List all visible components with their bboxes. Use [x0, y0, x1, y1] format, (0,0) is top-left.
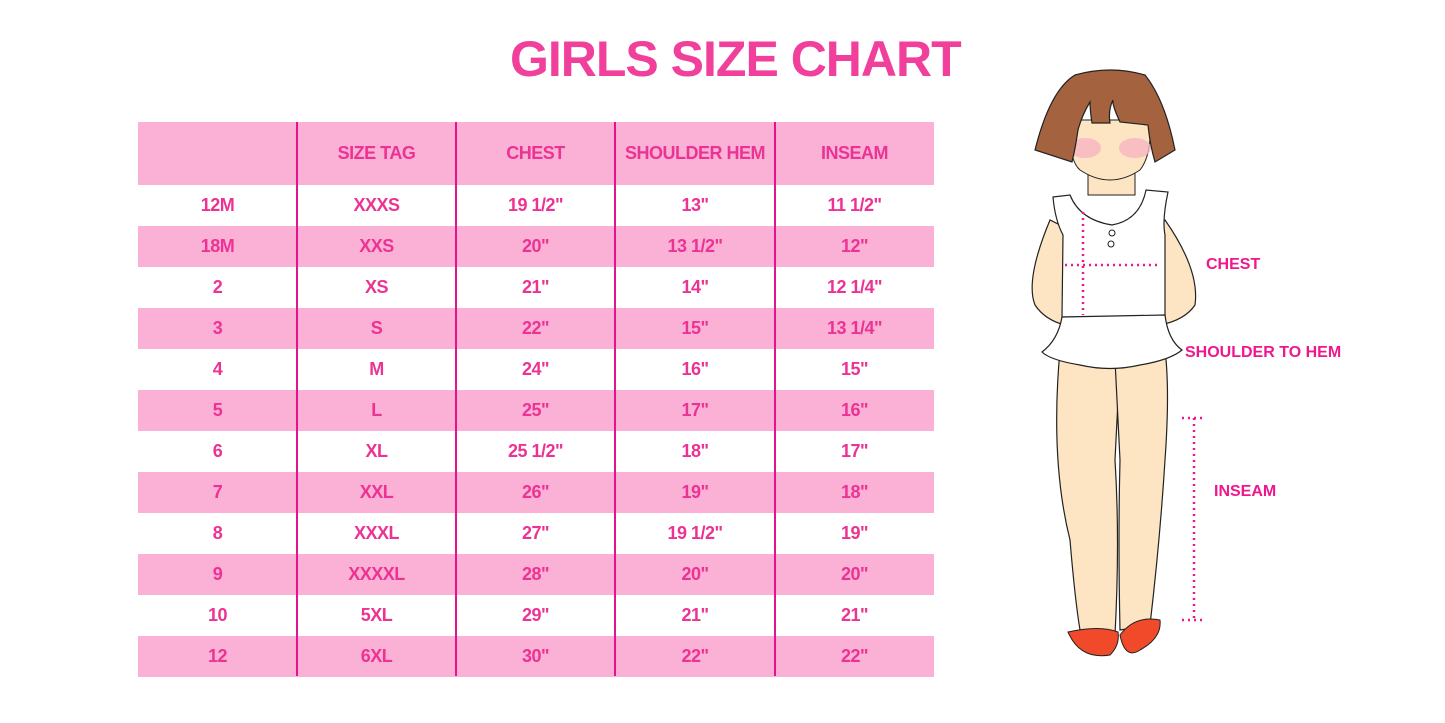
table-cell: XXS	[359, 236, 394, 256]
table-cell: 12	[207, 646, 228, 666]
table-cell: 4	[212, 359, 223, 379]
column-header: INSEAM	[820, 143, 889, 163]
table-cell: 5	[212, 400, 223, 420]
table-cell: L	[371, 400, 382, 420]
table-cell: 18"	[681, 441, 709, 461]
column-header: SHOULDER HEM	[624, 143, 766, 163]
table-cell: 19 1/2"	[507, 195, 564, 215]
table-cell: XS	[364, 277, 389, 297]
table-cell: 19"	[681, 482, 709, 502]
table-cell: 15"	[681, 318, 709, 338]
table-cell: 19 1/2"	[667, 523, 723, 543]
table-cell: XL	[365, 441, 388, 461]
table-cell: 12"	[840, 236, 869, 256]
table-cell: 6	[212, 441, 223, 461]
table-row: 9 XXXXL 28" 20" 20"	[138, 554, 934, 595]
table-cell: 16"	[840, 400, 869, 420]
table-cell: 2	[212, 277, 223, 297]
table-cell: 21"	[681, 605, 709, 625]
table-cell: 27"	[521, 523, 550, 543]
table-cell: 29"	[521, 605, 550, 625]
column-header	[138, 122, 297, 185]
table-row: 2 XS 21" 14" 12 1/4"	[138, 267, 934, 308]
size-table: SIZE TAG CHEST SHOULDER HEM INSEAM 12M XXXS 19…	[138, 122, 934, 677]
table-row: 6 XL 25 1/2" 18" 17"	[138, 431, 934, 472]
column-divider	[455, 122, 457, 676]
table-cell: 22"	[681, 646, 709, 666]
table-row: 10 5XL 29" 21" 21"	[138, 595, 934, 636]
chest-label: CHEST	[1206, 256, 1261, 273]
table-cell: 26"	[521, 482, 550, 502]
table-cell: XXXS	[353, 195, 400, 215]
table-row: 3 S 22" 15" 13 1/4"	[138, 308, 934, 349]
table-cell: 13 1/2"	[667, 236, 723, 256]
table-header-row: SIZE TAG CHEST SHOULDER HEM INSEAM	[138, 122, 934, 185]
table-cell: 28"	[521, 564, 550, 584]
table-cell: 10	[207, 605, 228, 625]
table-cell: XXL	[359, 482, 394, 502]
column-header: SIZE TAG	[337, 143, 416, 163]
table-cell: XXXL	[353, 523, 400, 543]
table-cell: 21"	[521, 277, 550, 297]
table-cell: 12 1/4"	[826, 277, 883, 297]
table-cell: 20"	[840, 564, 869, 584]
table-cell: 12M	[200, 195, 235, 215]
table-cell: M	[369, 359, 384, 379]
column-divider	[614, 122, 616, 676]
table-row: 5 L 25" 17" 16"	[138, 390, 934, 431]
table-cell: 20"	[681, 564, 709, 584]
column-divider	[296, 122, 298, 676]
table-cell: 7	[212, 482, 223, 502]
table-cell: 16"	[681, 359, 709, 379]
table-cell: 13 1/4"	[826, 318, 883, 338]
table-cell: 30"	[521, 646, 550, 666]
girl-illustration: CHEST SHOULDER TO HEM INSEAM	[1020, 60, 1380, 685]
table-cell: 5XL	[360, 605, 393, 625]
table-row: 4 M 24" 16" 15"	[138, 349, 934, 390]
table-cell: 22"	[521, 318, 550, 338]
table-cell: 11 1/2"	[827, 195, 882, 215]
table-cell: 6XL	[360, 646, 393, 666]
table-cell: 3	[212, 318, 223, 338]
table-cell: 24"	[521, 359, 550, 379]
table-cell: 25"	[521, 400, 550, 420]
table-cell: 18M	[200, 236, 235, 256]
table-cell: 14"	[681, 277, 709, 297]
table-cell: 13"	[681, 195, 709, 215]
table-cell: 15"	[840, 359, 869, 379]
table-cell: 19"	[840, 523, 869, 543]
table-cell: 17"	[840, 441, 869, 461]
table-cell: S	[370, 318, 383, 338]
table-row: 18M XXS 20" 13 1/2" 12"	[138, 226, 934, 267]
page-title: GIRLS SIZE CHART	[510, 31, 962, 87]
column-divider	[774, 122, 776, 676]
table-cell: 9	[212, 564, 223, 584]
inseam-label: INSEAM	[1214, 483, 1277, 500]
table-cell: 25 1/2"	[507, 441, 564, 461]
table-cell: 22"	[840, 646, 869, 666]
table-cell: 17"	[681, 400, 709, 420]
table-row: 12 6XL 30" 22" 22"	[138, 636, 934, 677]
table-cell: 8	[212, 523, 223, 543]
girl-figure-icon	[1031, 69, 1202, 657]
table-cell: 20"	[521, 236, 550, 256]
table-row: 7 XXL 26" 19" 18"	[138, 472, 934, 513]
table-cell: 18"	[840, 482, 869, 502]
table-row: 8 XXXL 27" 19 1/2" 19"	[138, 513, 934, 554]
column-header: CHEST	[506, 143, 565, 163]
shoulder-to-hem-label: SHOULDER TO HEM	[1185, 344, 1342, 361]
table-cell: XXXXL	[348, 564, 405, 584]
table-row: 12M XXXS 19 1/2" 13" 11 1/2"	[138, 185, 934, 226]
table-cell: 21"	[840, 605, 869, 625]
